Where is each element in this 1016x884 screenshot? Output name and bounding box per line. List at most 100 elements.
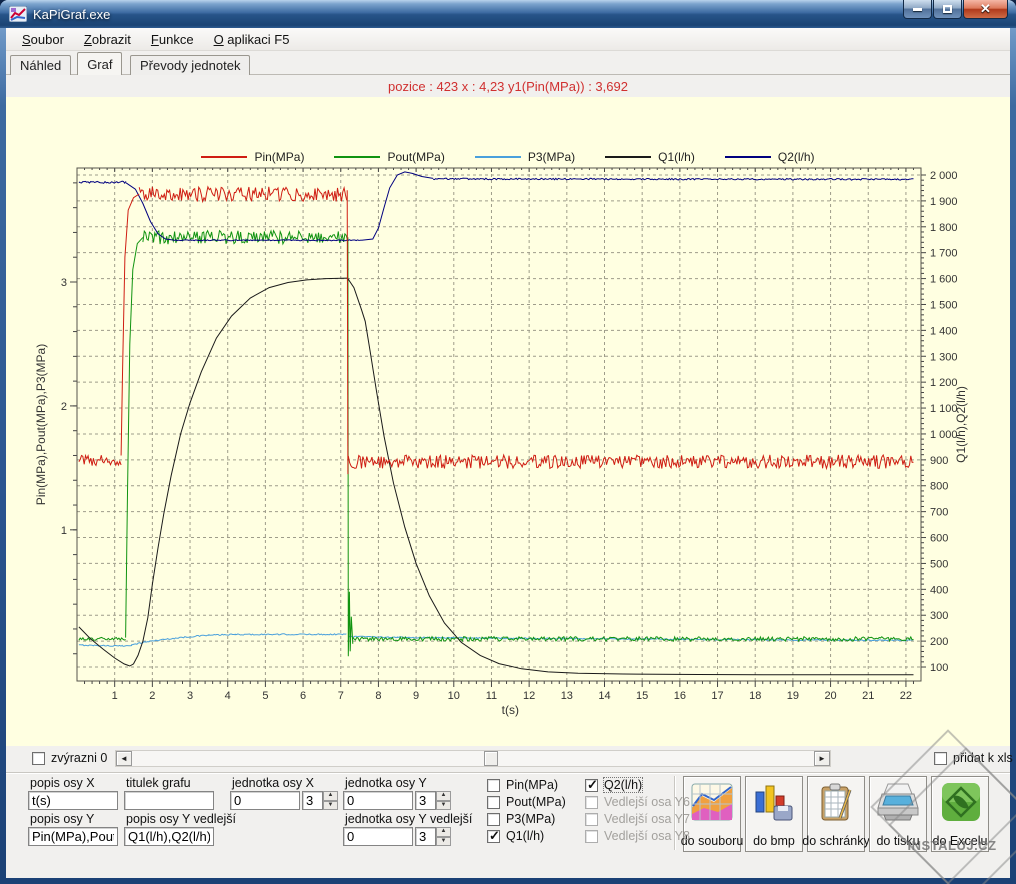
svg-text:1 400: 1 400 [930, 325, 958, 337]
spin-down-icon[interactable]: ▼ [436, 801, 451, 811]
chart-title-input[interactable] [124, 791, 214, 810]
svg-text:900: 900 [930, 455, 948, 467]
cursor-readout: pozice : 423 x : 4,23 y1(Pin(MPa)) : 3,6… [6, 75, 1010, 97]
export-excel-button[interactable]: do Excelu [931, 776, 989, 852]
scroll-right-arrow-icon[interactable]: ► [814, 751, 830, 766]
y-unit-input[interactable] [343, 791, 413, 810]
svg-text:14: 14 [598, 690, 610, 702]
excel-icon [938, 782, 982, 822]
clipboard-icon [814, 782, 858, 822]
add-to-xls-checkbox[interactable]: přidat k xls [934, 751, 1013, 765]
checkbox-box[interactable]: ✓ [585, 779, 598, 792]
x-unit-spin[interactable]: ▲▼ [302, 791, 338, 810]
button-caption: do tisku [876, 834, 919, 848]
maximize-button[interactable] [933, 0, 962, 19]
minimize-button[interactable] [903, 0, 932, 19]
y2-unit-input[interactable] [343, 827, 413, 846]
svg-text:9: 9 [413, 690, 419, 702]
svg-text:5: 5 [262, 690, 268, 702]
x-unit-caption: jednotka osy X [232, 776, 314, 790]
checkbox-label: Vedlejší osa Y8 [604, 829, 690, 843]
print-button[interactable]: do tisku [869, 776, 927, 852]
button-caption: do Excelu [933, 834, 988, 848]
spin-up-icon[interactable]: ▲ [436, 827, 451, 837]
checkbox-box[interactable] [487, 779, 500, 792]
app-window: KaPiGraf.exe ✕ SouborZobrazitFunkceO apl… [0, 0, 1016, 884]
spin-down-icon[interactable]: ▼ [323, 801, 338, 811]
svg-text:19: 19 [787, 690, 799, 702]
menu-item[interactable]: Soubor [12, 29, 74, 50]
legend-label: Pout(MPa) [387, 150, 444, 164]
series-checkbox[interactable]: Vedlejší osa Y8 [585, 829, 690, 843]
window-title: KaPiGraf.exe [33, 7, 110, 22]
y-axis-label-caption: popis osy Y [30, 812, 94, 826]
svg-text:6: 6 [300, 690, 306, 702]
spin-value[interactable] [415, 827, 436, 846]
checkbox-box[interactable] [32, 752, 45, 765]
series-checkbox[interactable]: Pout(MPa) [487, 795, 566, 809]
chart-canvas[interactable]: 1234567891011121314151617181920212212310… [6, 97, 1010, 746]
scroll-left-arrow-icon[interactable]: ◄ [116, 751, 132, 766]
tab-graf[interactable]: Graf [77, 52, 122, 75]
highlight-zero-checkbox[interactable]: zvýrazni 0 [32, 751, 107, 765]
checkbox-box[interactable] [934, 752, 947, 765]
y2-unit-spin[interactable]: ▲▼ [415, 827, 451, 846]
svg-text:18: 18 [749, 690, 761, 702]
menu-item[interactable]: Funkce [141, 29, 204, 50]
scrollbar-thumb[interactable] [484, 751, 498, 766]
checkbox-box [585, 830, 598, 843]
series-checkbox[interactable]: Vedlejší osa Y7 [585, 812, 690, 826]
legend-item: Pin(MPa) [201, 150, 304, 164]
position-scrollbar[interactable]: ◄ ► [115, 750, 831, 767]
menu-bar: SouborZobrazitFunkceO aplikaci F5 [6, 28, 1010, 51]
y2-axis-label-input[interactable] [124, 827, 214, 846]
x-axis-label-input[interactable] [28, 791, 118, 810]
close-icon: ✕ [980, 1, 991, 17]
spin-up-icon[interactable]: ▲ [323, 791, 338, 801]
export-file-button[interactable]: do souboru [683, 776, 741, 852]
checkbox-label: Pin(MPa) [506, 778, 558, 792]
series-checkbox[interactable]: ✓ Q1(l/h) [487, 829, 544, 843]
checkbox-label: Q1(l/h) [506, 829, 544, 843]
button-caption: do souboru [681, 834, 744, 848]
title-bar[interactable]: KaPiGraf.exe ✕ [0, 0, 1016, 28]
svg-text:1: 1 [61, 525, 67, 537]
tab-p-evody-jednotek[interactable]: Převody jednotek [130, 55, 250, 75]
checkbox-box[interactable] [487, 813, 500, 826]
svg-text:100: 100 [930, 662, 948, 674]
y-axis-label-input[interactable] [28, 827, 118, 846]
svg-text:11: 11 [486, 690, 497, 702]
series-checkbox[interactable]: Vedlejší osa Y6 [585, 795, 690, 809]
spin-down-icon[interactable]: ▼ [436, 837, 451, 847]
close-button[interactable]: ✕ [963, 0, 1008, 19]
legend-line-swatch [201, 156, 247, 158]
export-clipboard-button[interactable]: do schránky [807, 776, 865, 852]
checkbox-box[interactable]: ✓ [487, 830, 500, 843]
series-checkbox[interactable]: P3(MPa) [487, 812, 555, 826]
svg-text:12: 12 [523, 690, 535, 702]
checkbox-box [585, 796, 598, 809]
legend-line-swatch [605, 156, 651, 158]
menu-item[interactable]: O aplikaci F5 [204, 29, 300, 50]
svg-text:1 500: 1 500 [930, 299, 958, 311]
series-checkbox[interactable]: Pin(MPa) [487, 778, 558, 792]
x-unit-input[interactable] [230, 791, 300, 810]
spin-up-icon[interactable]: ▲ [436, 791, 451, 801]
menu-item[interactable]: Zobrazit [74, 29, 141, 50]
svg-text:17: 17 [711, 690, 723, 702]
spin-value[interactable] [302, 791, 323, 810]
button-caption: do schránky [802, 834, 869, 848]
tab-n-hled[interactable]: Náhled [10, 55, 71, 75]
svg-text:16: 16 [674, 690, 686, 702]
bottom-panel: zvýrazni 0 ◄ ► přidat k xls popis osy X … [6, 746, 1010, 857]
checkbox-box[interactable] [487, 796, 500, 809]
checkbox-label: Pout(MPa) [506, 795, 566, 809]
export-bmp-button[interactable]: do bmp [745, 776, 803, 852]
series-checkbox[interactable]: ✓Q2(l/h) [585, 778, 642, 792]
svg-text:800: 800 [930, 481, 948, 493]
checkbox-label: Vedlejší osa Y6 [604, 795, 690, 809]
checkbox-box [585, 813, 598, 826]
spin-value[interactable] [415, 791, 436, 810]
legend-label: Pin(MPa) [254, 150, 304, 164]
y-unit-spin[interactable]: ▲▼ [415, 791, 451, 810]
